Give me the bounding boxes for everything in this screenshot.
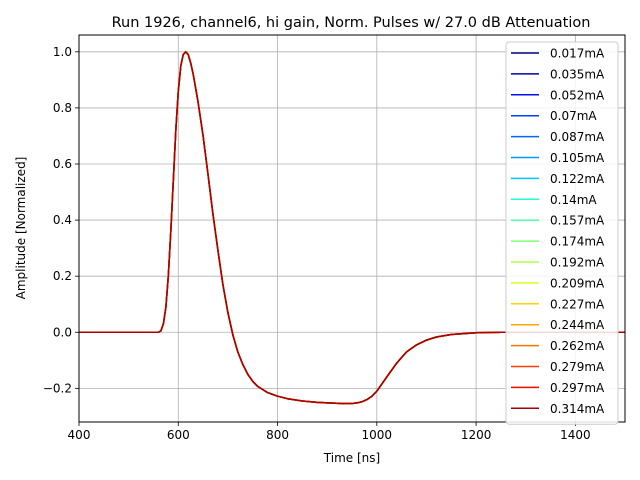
legend-label: 0.157mA (550, 214, 605, 228)
y-tick-label: 0.6 (53, 157, 72, 171)
series-lines (79, 51, 625, 405)
y-tick-label: 0.0 (53, 325, 72, 339)
y-tick-label: 1.0 (53, 45, 72, 59)
y-tick-label: −0.2 (43, 381, 72, 395)
x-axis-label: Time [ns] (323, 451, 380, 465)
legend-label: 0.279mA (550, 360, 605, 374)
legend-label: 0.035mA (550, 67, 605, 81)
legend: 0.017mA 0.035mA 0.052mA 0.07mA 0.087mA 0.105m… (505, 41, 619, 425)
x-tick-label: 600 (167, 428, 190, 442)
legend-label: 0.174mA (550, 235, 605, 249)
legend-box (505, 41, 619, 425)
legend-label: 0.227mA (550, 297, 605, 311)
chart-title: Run 1926, channel6, hi gain, Norm. Pulse… (112, 15, 591, 31)
x-tick-label: 1200 (461, 428, 492, 442)
x-tick-label: 400 (68, 428, 91, 442)
x-tick-label: 1000 (362, 428, 393, 442)
y-axis: −0.2 0.0 0.2 0.4 0.6 0.8 1.0 (43, 45, 79, 395)
legend-label: 0.052mA (550, 88, 605, 102)
axes-frame (78, 34, 626, 423)
legend-label: 0.262mA (550, 339, 605, 353)
legend-label: 0.122mA (550, 172, 605, 186)
x-axis: 400 600 800 1000 1200 1400 (68, 422, 591, 442)
legend-label: 0.314mA (550, 402, 605, 416)
x-tick-label: 800 (266, 428, 289, 442)
legend-label: 0.192mA (550, 256, 605, 270)
legend-label: 0.07mA (550, 109, 597, 123)
y-tick-label: 0.8 (53, 101, 72, 115)
series-line-0.314mA (79, 51, 625, 405)
legend-label: 0.087mA (550, 130, 605, 144)
legend-label: 0.105mA (550, 151, 605, 165)
x-tick-label: 1400 (560, 428, 591, 442)
y-tick-label: 0.2 (53, 269, 72, 283)
y-axis-label: Amplitude [Normalized] (14, 157, 28, 300)
legend-label: 0.209mA (550, 276, 605, 290)
legend-label: 0.244mA (550, 318, 605, 332)
y-tick-label: 0.4 (53, 213, 72, 227)
legend-label: 0.14mA (550, 193, 597, 207)
legend-label: 0.017mA (550, 47, 605, 61)
legend-label: 0.297mA (550, 381, 605, 395)
